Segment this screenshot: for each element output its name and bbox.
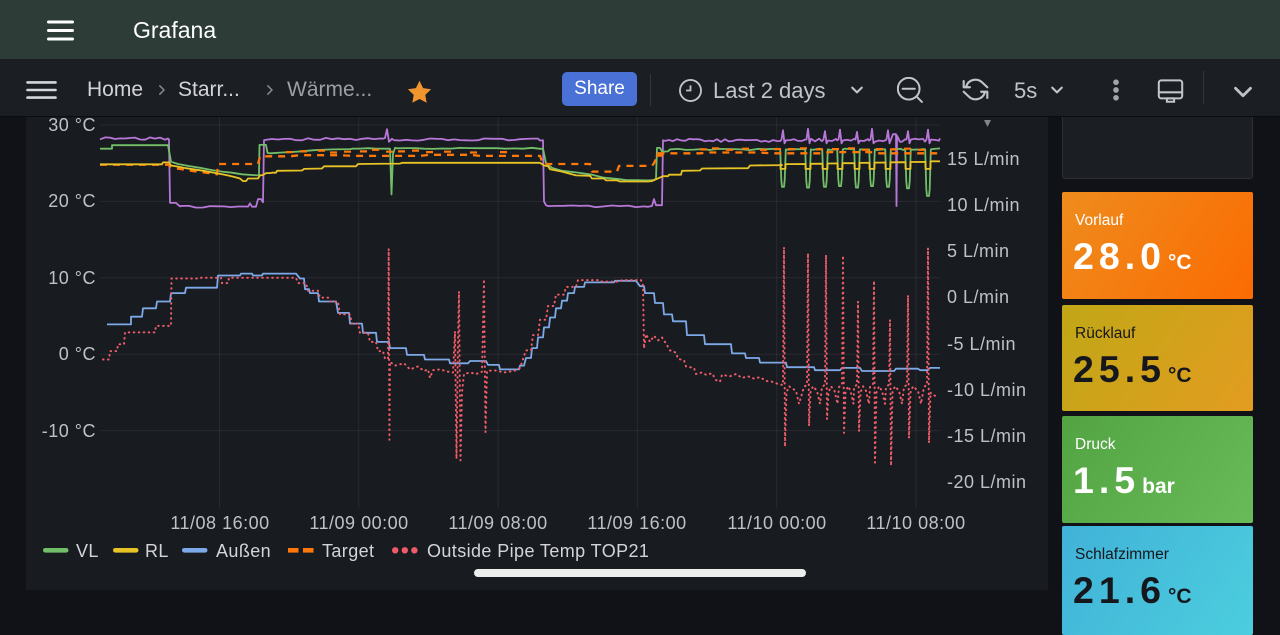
svg-text:11/09 16:00: 11/09 16:00: [587, 513, 686, 533]
svg-text:-5 L/min: -5 L/min: [947, 334, 1016, 354]
svg-text:Target: Target: [322, 541, 374, 561]
svg-text:15 L/min: 15 L/min: [947, 149, 1020, 169]
svg-text:0 L/min: 0 L/min: [947, 287, 1010, 307]
svg-text:Außen: Außen: [216, 541, 271, 561]
svg-text:11/09 00:00: 11/09 00:00: [309, 513, 408, 533]
svg-text:0 °C: 0 °C: [59, 344, 96, 364]
svg-text:5 L/min: 5 L/min: [947, 241, 1010, 261]
svg-text:10 °C: 10 °C: [48, 268, 96, 288]
svg-text:Outside Pipe Temp TOP21: Outside Pipe Temp TOP21: [427, 541, 649, 561]
svg-text:10 L/min: 10 L/min: [947, 195, 1020, 215]
svg-text:-10 °C: -10 °C: [42, 421, 96, 441]
svg-text:11/10 00:00: 11/10 00:00: [727, 513, 826, 533]
svg-text:20 °C: 20 °C: [48, 191, 96, 211]
svg-text:-15 L/min: -15 L/min: [947, 426, 1027, 446]
svg-text:11/08 16:00: 11/08 16:00: [170, 513, 269, 533]
svg-text:11/10 08:00: 11/10 08:00: [866, 513, 965, 533]
svg-text:RL: RL: [145, 541, 169, 561]
svg-text:-10 L/min: -10 L/min: [947, 380, 1027, 400]
svg-text:11/09 08:00: 11/09 08:00: [448, 513, 547, 533]
svg-text:VL: VL: [76, 541, 99, 561]
svg-text:-20 L/min: -20 L/min: [947, 472, 1027, 492]
svg-text:30 °C: 30 °C: [48, 117, 96, 135]
